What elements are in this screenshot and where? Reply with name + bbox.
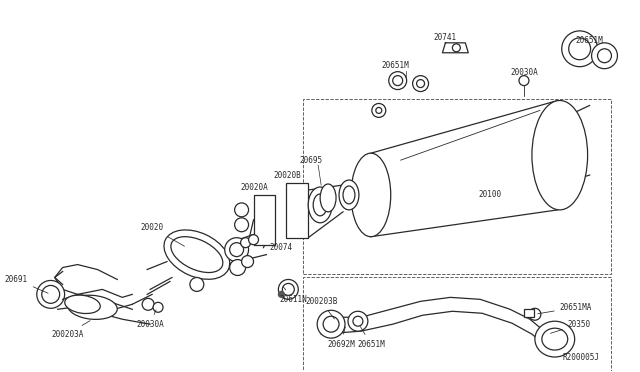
Text: R200005J: R200005J [563, 353, 600, 362]
Circle shape [372, 103, 386, 118]
Circle shape [452, 44, 460, 52]
Text: 20020: 20020 [141, 223, 184, 246]
Circle shape [317, 310, 345, 338]
Circle shape [413, 76, 429, 92]
Circle shape [235, 218, 248, 232]
Circle shape [142, 298, 154, 310]
Circle shape [376, 108, 382, 113]
Circle shape [241, 238, 250, 248]
Text: 20651M: 20651M [357, 327, 385, 349]
Bar [286, 183, 308, 238]
Text: 20350: 20350 [550, 320, 591, 333]
Ellipse shape [313, 194, 327, 216]
Circle shape [241, 256, 253, 267]
Text: 20030A: 20030A [510, 68, 538, 77]
Circle shape [323, 316, 339, 332]
Ellipse shape [164, 230, 230, 279]
Circle shape [190, 278, 204, 291]
Circle shape [153, 302, 163, 312]
Circle shape [569, 38, 591, 60]
Ellipse shape [535, 321, 575, 357]
Ellipse shape [339, 180, 359, 210]
Bar [524, 309, 534, 317]
Text: 20741: 20741 [434, 33, 457, 42]
Bar [303, 278, 611, 371]
Circle shape [591, 43, 618, 69]
Text: 20611N: 20611N [280, 286, 307, 304]
Circle shape [348, 311, 368, 331]
Text: 200203B: 200203B [305, 297, 337, 319]
Text: 20651MA: 20651MA [538, 303, 592, 314]
Circle shape [225, 238, 248, 262]
Text: 20695: 20695 [300, 155, 323, 165]
Bar [303, 99, 611, 275]
Circle shape [278, 291, 284, 297]
Ellipse shape [542, 328, 568, 350]
Text: 200203A: 200203A [51, 321, 90, 339]
Ellipse shape [351, 153, 391, 237]
Circle shape [529, 308, 541, 320]
Text: 20100: 20100 [479, 190, 502, 199]
Text: 20074: 20074 [270, 243, 293, 252]
Circle shape [42, 285, 60, 303]
Circle shape [248, 235, 259, 245]
Text: 20691: 20691 [4, 275, 48, 293]
Ellipse shape [532, 100, 588, 210]
Circle shape [230, 243, 244, 257]
Circle shape [519, 76, 529, 86]
Text: 20020B: 20020B [273, 171, 301, 180]
Circle shape [282, 283, 294, 295]
Ellipse shape [320, 184, 336, 212]
Circle shape [417, 80, 424, 87]
Ellipse shape [65, 295, 100, 314]
Ellipse shape [171, 237, 223, 273]
Ellipse shape [308, 187, 332, 223]
Circle shape [36, 280, 65, 308]
Circle shape [393, 76, 403, 86]
Circle shape [230, 260, 246, 276]
Text: 20020A: 20020A [241, 183, 268, 192]
Bar [253, 195, 275, 245]
Text: 20651M: 20651M [576, 36, 604, 45]
Text: 20651M: 20651M [382, 61, 410, 70]
Circle shape [353, 316, 363, 326]
Circle shape [388, 72, 406, 90]
Text: 20692M: 20692M [327, 327, 355, 349]
Ellipse shape [343, 186, 355, 204]
Text: 20030A: 20030A [136, 310, 164, 329]
Circle shape [562, 31, 598, 67]
Ellipse shape [68, 295, 117, 320]
Circle shape [598, 49, 611, 63]
Circle shape [278, 279, 298, 299]
Circle shape [235, 203, 248, 217]
